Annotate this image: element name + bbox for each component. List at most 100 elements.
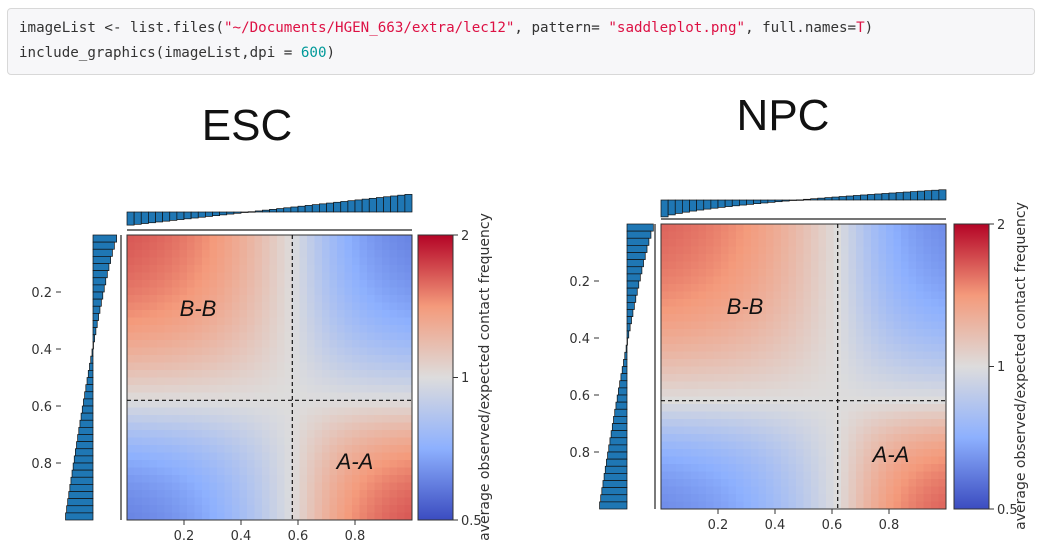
heatmap-cell	[284, 317, 293, 326]
heatmap-cell	[254, 287, 263, 296]
top-histogram-bar	[910, 191, 918, 201]
heatmap-cell	[788, 314, 797, 322]
heatmap-cell	[706, 329, 714, 337]
heatmap-cell	[863, 246, 872, 255]
heatmap-cell	[848, 404, 857, 412]
heatmap-cell	[404, 415, 413, 423]
heatmap-cell	[344, 250, 353, 258]
heatmap-cell	[314, 460, 323, 468]
heatmap-cell	[676, 276, 684, 285]
heatmap-cells	[661, 224, 947, 510]
heatmap-cell	[262, 370, 270, 378]
heatmap-cell	[931, 479, 939, 487]
heatmap-cell	[773, 329, 782, 337]
heatmap-cell	[758, 344, 767, 352]
top-histogram-bar	[674, 199, 683, 214]
heatmap-cell	[292, 422, 300, 431]
heatmap-cell	[217, 325, 225, 333]
heatmap-cell	[661, 336, 669, 345]
heatmap-cell	[863, 224, 872, 232]
heatmap-cell	[706, 351, 714, 360]
top-histogram-bar	[219, 211, 228, 216]
heatmap-cell	[796, 246, 804, 255]
heatmap-cell	[848, 329, 857, 337]
heatmap-cell	[826, 404, 834, 412]
heatmap-cell	[217, 332, 225, 341]
heatmap-cell	[698, 299, 707, 307]
heatmap-cell	[833, 456, 842, 465]
heatmap-cell	[721, 276, 729, 285]
heatmap-cell	[803, 411, 812, 420]
heatmap-cell	[743, 276, 752, 285]
heatmap-cell	[901, 441, 909, 450]
heatmap-cell	[803, 284, 812, 292]
heatmap-cell	[367, 302, 375, 311]
heatmap-cell	[788, 299, 797, 307]
heatmap-cell	[728, 471, 737, 480]
heatmap-cell	[337, 250, 345, 258]
heatmap-cell	[676, 329, 684, 337]
heatmap-cell	[736, 404, 744, 412]
heatmap-cell	[751, 306, 759, 315]
heatmap-cell	[766, 381, 774, 390]
heatmap-cell	[773, 291, 782, 300]
heatmap-cell	[713, 321, 722, 330]
heatmap-cell	[194, 385, 203, 393]
heatmap-cell	[743, 329, 752, 337]
heatmap-cell	[224, 490, 233, 498]
heatmap-cell	[698, 479, 707, 487]
heatmap-cell	[848, 479, 857, 487]
heatmap-cell	[923, 359, 932, 367]
heatmap-cell	[826, 411, 834, 420]
heatmap-cell	[299, 287, 308, 296]
heatmap-cell	[322, 377, 330, 386]
heatmap-cell	[811, 359, 819, 367]
heatmap-cell	[811, 344, 819, 352]
colorbar-tick-2: 2	[989, 218, 1005, 233]
heatmap-cell	[134, 302, 143, 311]
heatmap-cell	[172, 415, 180, 423]
heatmap-cell	[134, 392, 143, 401]
heatmap-cell	[404, 482, 413, 491]
heatmap-cell	[134, 242, 143, 251]
heatmap-cell	[352, 332, 360, 341]
heatmap-cell	[322, 235, 330, 243]
heatmap-cell	[382, 422, 390, 431]
heatmap-cell	[908, 396, 917, 405]
heatmap-cell	[187, 422, 195, 431]
heatmap-cell	[299, 475, 308, 483]
left-histogram-bar	[611, 423, 628, 431]
heatmap-cell	[758, 329, 767, 337]
heatmap-cell	[172, 505, 180, 513]
heatmap-cell	[841, 471, 849, 480]
heatmap-cell	[931, 284, 939, 292]
heatmap-cell	[886, 449, 894, 457]
x-tick-0: 0.2	[174, 520, 194, 544]
heatmap-cell	[893, 231, 902, 240]
heatmap-cell	[322, 295, 330, 303]
heatmap-cell	[142, 295, 150, 303]
heatmap-cell	[811, 374, 819, 382]
heatmap-cell	[721, 254, 729, 262]
heatmap-cell	[668, 329, 677, 337]
top-histogram-bar	[853, 195, 861, 201]
heatmap-cell	[254, 407, 263, 416]
heatmap-cell	[871, 366, 879, 375]
heatmap-cell	[886, 321, 894, 330]
heatmap-cell	[149, 287, 158, 296]
heatmap-cell	[352, 272, 360, 281]
heatmap-cell	[239, 422, 248, 431]
heatmap-cell	[142, 392, 150, 401]
heatmap-cell	[269, 370, 278, 378]
heatmap-cell	[938, 449, 947, 457]
heatmap-cell	[766, 231, 774, 240]
heatmap-cell	[661, 239, 669, 247]
heatmap-cell	[127, 242, 135, 251]
heatmap-cell	[254, 505, 263, 513]
heatmap-cell	[299, 437, 308, 446]
heatmap-cell	[164, 310, 173, 318]
heatmap-cell	[721, 419, 729, 427]
heatmap-cell	[217, 287, 225, 296]
heatmap-cell	[187, 415, 195, 423]
left-histogram-bar	[76, 441, 94, 450]
